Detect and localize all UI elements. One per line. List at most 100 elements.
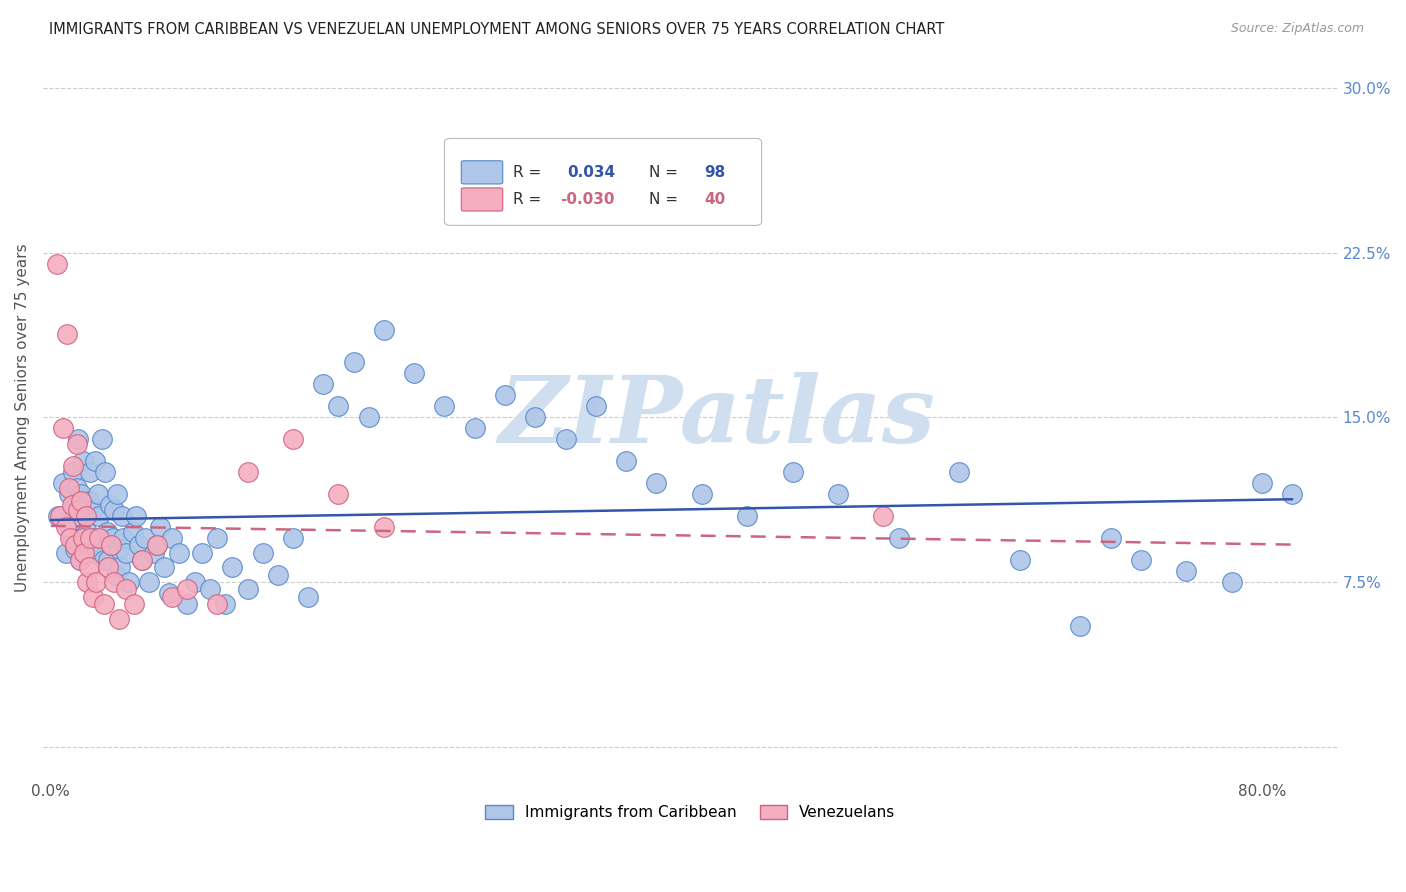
Point xyxy=(373,520,395,534)
Point xyxy=(1175,564,1198,578)
Point xyxy=(108,612,131,626)
Point xyxy=(70,487,93,501)
Point xyxy=(76,574,98,589)
Point xyxy=(46,509,69,524)
Point xyxy=(111,509,134,524)
FancyBboxPatch shape xyxy=(444,138,762,226)
Point xyxy=(101,531,124,545)
Point xyxy=(1220,574,1243,589)
Point xyxy=(55,546,77,560)
Point xyxy=(112,531,135,545)
Point xyxy=(82,531,104,545)
Point xyxy=(77,559,100,574)
Point xyxy=(198,582,221,596)
Point xyxy=(207,597,229,611)
Point xyxy=(267,568,290,582)
Point xyxy=(98,498,121,512)
Point xyxy=(281,433,304,447)
Point xyxy=(404,367,426,381)
Point xyxy=(77,493,100,508)
Point xyxy=(1281,487,1303,501)
Point xyxy=(62,465,84,479)
Point xyxy=(494,388,516,402)
Point xyxy=(75,509,97,524)
Point xyxy=(69,553,91,567)
Text: ZIPatlas: ZIPatlas xyxy=(498,372,935,462)
Text: 98: 98 xyxy=(704,165,725,180)
Text: Source: ZipAtlas.com: Source: ZipAtlas.com xyxy=(1230,22,1364,36)
Point xyxy=(153,559,176,574)
FancyBboxPatch shape xyxy=(461,188,503,211)
Point xyxy=(73,546,96,560)
Point xyxy=(60,531,83,545)
Point xyxy=(115,546,138,560)
Point xyxy=(121,524,143,539)
Point xyxy=(115,582,138,596)
Point xyxy=(59,531,82,545)
Text: -0.030: -0.030 xyxy=(560,192,614,207)
Point xyxy=(735,509,758,524)
Point xyxy=(58,481,80,495)
Point xyxy=(357,410,380,425)
Legend: Immigrants from Caribbean, Venezuelans: Immigrants from Caribbean, Venezuelans xyxy=(479,799,901,826)
Point xyxy=(58,487,80,501)
Point xyxy=(91,433,114,447)
Point xyxy=(49,509,72,524)
Point xyxy=(690,487,713,501)
Point xyxy=(66,433,89,447)
Point xyxy=(56,326,79,341)
Point xyxy=(221,559,243,574)
Point xyxy=(103,502,125,516)
Point xyxy=(96,524,118,539)
Point xyxy=(160,531,183,545)
Point xyxy=(104,568,127,582)
Point xyxy=(160,591,183,605)
Text: R =: R = xyxy=(513,192,541,207)
Point xyxy=(614,454,637,468)
Point xyxy=(93,553,115,567)
Text: R =: R = xyxy=(513,165,541,180)
Point xyxy=(124,509,146,524)
Point xyxy=(93,597,115,611)
Point xyxy=(59,520,82,534)
Point xyxy=(97,559,120,574)
Point xyxy=(84,574,107,589)
Point xyxy=(69,553,91,567)
Point xyxy=(63,538,86,552)
Point xyxy=(872,509,894,524)
Point xyxy=(134,531,156,545)
Point xyxy=(328,400,350,414)
Text: 40: 40 xyxy=(704,192,725,207)
Point xyxy=(328,487,350,501)
Point xyxy=(105,487,128,501)
Point xyxy=(1099,531,1122,545)
Point xyxy=(236,582,259,596)
Point xyxy=(1251,476,1274,491)
FancyBboxPatch shape xyxy=(461,161,503,184)
Point xyxy=(312,377,335,392)
Point xyxy=(131,553,153,567)
Point xyxy=(1008,553,1031,567)
Point xyxy=(782,465,804,479)
Point xyxy=(63,542,86,557)
Point xyxy=(524,410,547,425)
Point xyxy=(89,509,111,524)
Point xyxy=(373,322,395,336)
Point xyxy=(645,476,668,491)
Text: N =: N = xyxy=(650,165,678,180)
Point xyxy=(176,597,198,611)
Point xyxy=(72,454,94,468)
Point xyxy=(138,574,160,589)
Point xyxy=(94,465,117,479)
Point xyxy=(62,502,84,516)
Point xyxy=(585,400,607,414)
Point xyxy=(1069,619,1091,633)
Point xyxy=(122,597,145,611)
Point xyxy=(207,531,229,545)
Point xyxy=(252,546,274,560)
Point xyxy=(84,546,107,560)
Point xyxy=(281,531,304,545)
Point xyxy=(77,538,100,552)
Point xyxy=(52,421,75,435)
Point xyxy=(100,538,122,552)
